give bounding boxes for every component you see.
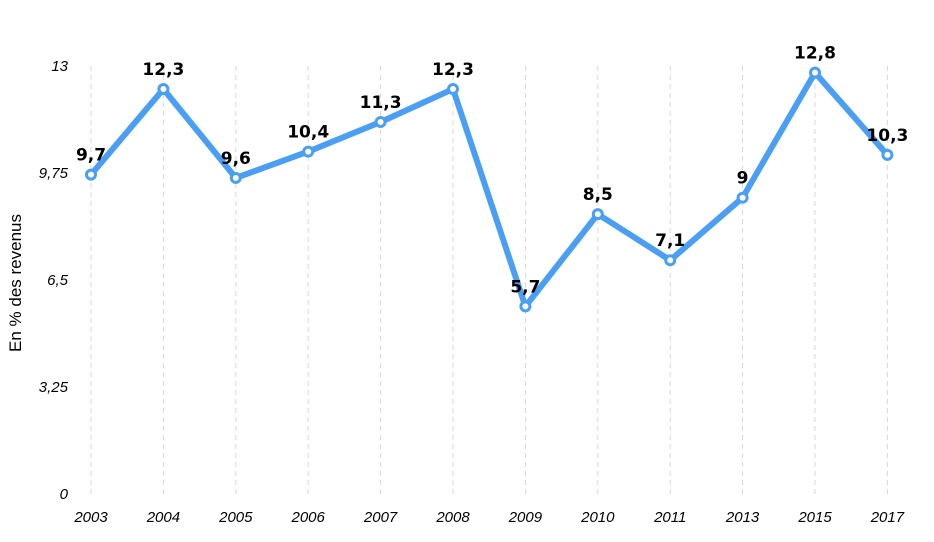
x-tick-label: 2013 <box>725 509 760 526</box>
x-tick-label: 2006 <box>291 509 326 526</box>
data-label-2017: 10,3 <box>866 126 908 146</box>
y-tick-label: 6,5 <box>47 272 69 289</box>
data-point-2009 <box>519 300 532 313</box>
x-tick-label: 2007 <box>363 509 398 526</box>
data-point-2010 <box>591 208 604 221</box>
y-tick-label: 0 <box>60 486 69 503</box>
x-tick-label: 2009 <box>508 509 543 526</box>
data-label-2006: 10,4 <box>287 123 329 143</box>
data-label-2009: 5,7 <box>510 277 540 297</box>
x-tick-label: 2010 <box>580 509 615 526</box>
x-tick-label: 2004 <box>146 509 180 526</box>
data-points <box>85 66 894 313</box>
data-label-2008: 12,3 <box>432 60 474 80</box>
data-point-2015 <box>809 66 821 79</box>
data-point-2007 <box>374 115 387 128</box>
data-label-2015: 12,8 <box>794 44 836 64</box>
data-point-2008 <box>447 83 459 96</box>
x-axis-ticks: 2003 2004 2005 2006 2007 2008 2009 2010 2011 2013… <box>73 509 904 526</box>
x-tick-label: 2008 <box>435 509 470 526</box>
y-tick-label: 9,75 <box>39 165 69 182</box>
y-tick-label: 13 <box>51 58 68 75</box>
data-point-2011 <box>664 254 677 267</box>
x-tick-label: 2015 <box>797 509 832 526</box>
series-line <box>88 69 891 310</box>
y-axis-title: En % des revenus <box>6 214 25 352</box>
series-path <box>88 69 891 310</box>
data-label-2004: 12,3 <box>142 60 184 80</box>
data-label-2007: 11,3 <box>360 93 402 113</box>
data-label-2010: 8,5 <box>583 185 613 205</box>
data-point-2017 <box>881 148 894 161</box>
gridlines <box>90 66 888 494</box>
x-tick-label: 2017 <box>870 509 905 526</box>
y-axis-ticks: 0 3,25 6,5 9,75 13 <box>39 58 69 503</box>
data-label-2005: 9,6 <box>221 149 251 169</box>
data-point-2013 <box>736 191 749 204</box>
x-tick-label: 2005 <box>218 509 253 526</box>
data-label-2003: 9,7 <box>76 146 106 166</box>
x-tick-label: 2011 <box>653 509 686 526</box>
data-point-2003 <box>85 168 97 181</box>
data-point-2005 <box>229 171 242 184</box>
data-point-2006 <box>302 145 315 158</box>
y-tick-label: 3,25 <box>39 379 69 396</box>
data-labels: 9,7 12,3 9,6 10,4 11,3 12,3 5,7 8,5 7,1 9 12,8 10,3 <box>76 44 908 298</box>
data-label-2013: 9 <box>737 169 749 189</box>
x-tick-label: 2003 <box>73 509 108 526</box>
data-point-2004 <box>157 83 170 96</box>
data-label-2011: 7,1 <box>655 231 685 251</box>
